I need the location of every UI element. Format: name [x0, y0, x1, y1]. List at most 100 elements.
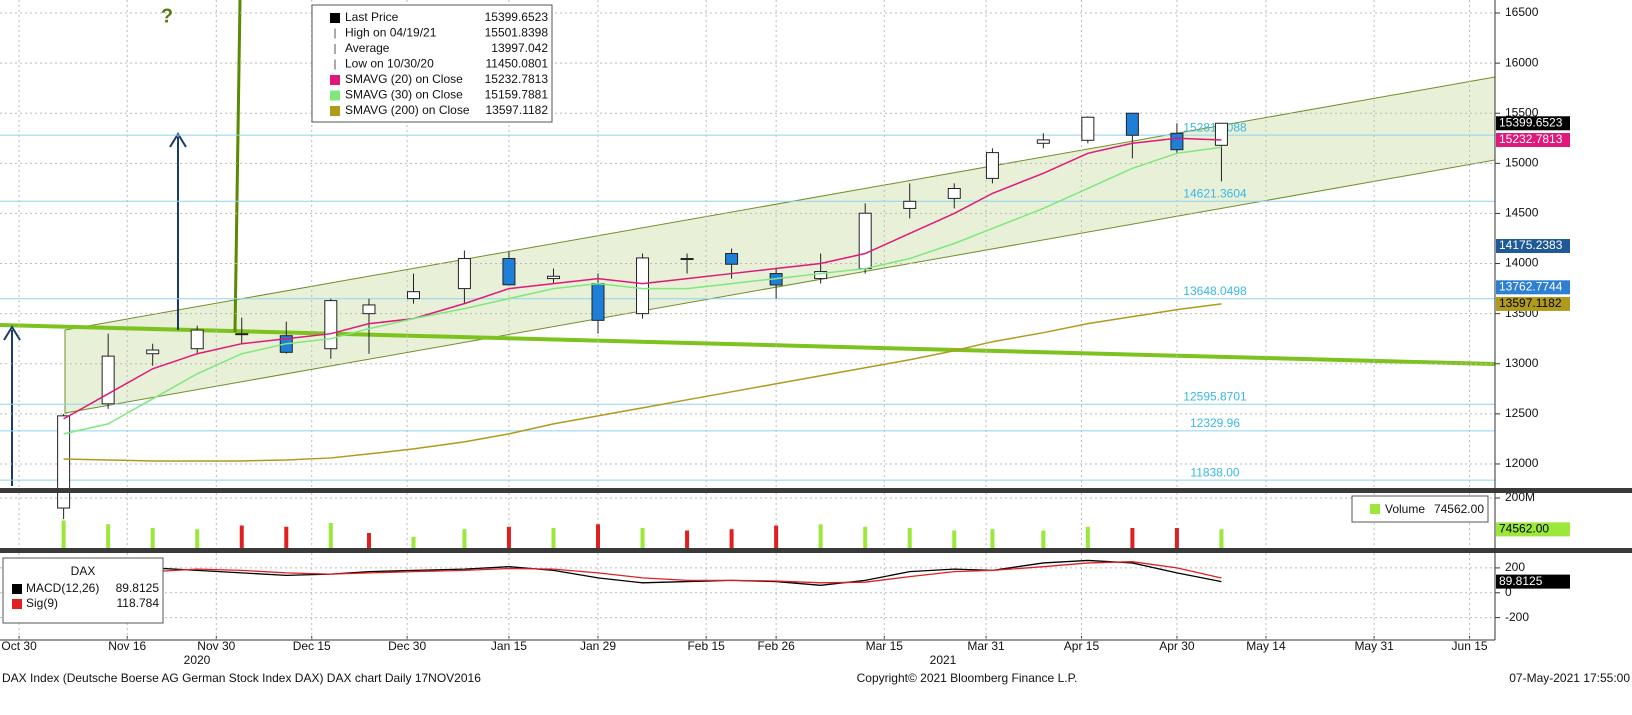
- legend-swatch: [330, 75, 340, 85]
- candle-body: [362, 304, 376, 315]
- y-tick-label: 16500: [1505, 5, 1539, 19]
- candle-body: [1081, 116, 1095, 141]
- volume-bar: [1041, 530, 1046, 548]
- x-tick-label: Nov 30: [197, 639, 235, 653]
- level-label: 12329.96: [1190, 416, 1240, 430]
- candle-body: [1214, 122, 1228, 146]
- panel-separator: [0, 548, 1632, 553]
- volume-bar: [596, 524, 600, 548]
- macd-line: [63, 561, 1222, 591]
- volume-bar: [1219, 529, 1224, 548]
- x-tick-label: Jan 15: [491, 639, 527, 653]
- plot-layer: Oct 30 Nov 16 Nov 30 Dec 15 Dec 30 Jan 15 Jan …: [0, 0, 1570, 653]
- candle-body: [985, 152, 999, 179]
- footer-left: DAX Index (Deutsche Boerse AG German Sto…: [2, 671, 481, 685]
- vertical-trend-line: [233, 0, 242, 333]
- legend-label: Sig(9): [26, 596, 58, 610]
- candle-body: [1170, 132, 1184, 151]
- legend-label: SMAVG (200) on Close: [345, 103, 470, 117]
- y-tick-label: 15000: [1505, 156, 1539, 170]
- y-tick-label: 200: [1505, 560, 1525, 574]
- candle-body: [903, 200, 917, 209]
- level-label: 12595.8701: [1183, 389, 1247, 403]
- sma-line: [63, 303, 1222, 462]
- price-tag: [1496, 238, 1570, 253]
- candle-body: [235, 333, 249, 336]
- x-tick-label: Nov 16: [108, 639, 146, 653]
- y-tick-label: 200M: [1505, 490, 1535, 504]
- level-label: 13648.0498: [1183, 284, 1247, 298]
- candle-body: [725, 253, 739, 265]
- volume-bar: [818, 524, 823, 548]
- legend-value: 15232.7813: [485, 72, 549, 86]
- price-tag-label: 13762.7744: [1499, 279, 1563, 293]
- x-tick-label: Dec 30: [388, 639, 426, 653]
- volume-bar: [506, 526, 511, 548]
- volume-bar: [729, 529, 734, 548]
- candle-body: [546, 275, 560, 280]
- volume-bar: [551, 528, 556, 548]
- volume-bar: [907, 528, 912, 548]
- y-tick-label: 14000: [1505, 256, 1539, 270]
- x-tick-label: May 31: [1354, 639, 1394, 653]
- legend-swatch: [330, 90, 340, 101]
- footer-right: 07-May-2021 17:55:00: [1509, 671, 1630, 685]
- volume-bar: [150, 528, 155, 548]
- candle-body: [57, 415, 71, 509]
- candle-body: [636, 257, 650, 315]
- macd-line: [63, 559, 1222, 588]
- price-tag: [1496, 133, 1570, 148]
- legend-value: 15159.7881: [485, 88, 549, 102]
- year-label: 2020: [184, 653, 211, 667]
- volume-bar: [366, 533, 371, 548]
- level-label: 14621.3604: [1183, 186, 1247, 200]
- legend-swatch: [1370, 504, 1380, 514]
- volume-bar: [195, 529, 200, 548]
- x-tick-label: May 14: [1246, 639, 1286, 653]
- x-tick-label: Feb 15: [687, 639, 725, 653]
- price-tag-label: 13597.1182: [1499, 296, 1562, 310]
- price-tag-label: 15399.6523: [1499, 115, 1563, 129]
- arrow-head: [169, 132, 187, 148]
- volume-bar: [1174, 528, 1179, 548]
- legend-value: 74562.00: [1434, 502, 1484, 516]
- candle-body: [1036, 139, 1050, 144]
- candle-body: [680, 258, 694, 261]
- volume-bar: [284, 526, 289, 548]
- panel-separator: [0, 488, 1632, 493]
- legend-swatch: [330, 106, 340, 116]
- y-tick-label: 13000: [1505, 356, 1539, 370]
- volume-bar: [239, 525, 244, 548]
- legend-label: Average: [345, 41, 390, 55]
- candle-body: [407, 291, 421, 300]
- legend-label: Last Price: [345, 10, 399, 24]
- legend-label: SMAVG (30) on Close: [345, 88, 463, 102]
- volume-bar: [1130, 528, 1135, 548]
- candle-body: [324, 300, 338, 350]
- x-tick-label: Oct 30: [1, 639, 37, 653]
- price-tag: [1496, 296, 1570, 311]
- legend-value: 118.784: [117, 596, 160, 610]
- legend-label: High on 04/19/21: [345, 26, 437, 40]
- legend-value: 89.8125: [116, 581, 160, 595]
- legend-swatch: [12, 599, 22, 609]
- candle-body: [814, 271, 828, 280]
- volume-bar: [774, 525, 779, 548]
- volume-bar: [411, 536, 416, 548]
- price-tag: [1496, 280, 1570, 295]
- price-tag: [1496, 574, 1570, 589]
- legend-swatch: [330, 13, 340, 23]
- price-tag-label: 15232.7813: [1499, 132, 1563, 146]
- price-tag-label: 14175.2383: [1499, 238, 1563, 252]
- legend-value: 15501.8398: [485, 26, 549, 40]
- year-label: 2021: [930, 653, 957, 667]
- volume-bar: [1085, 526, 1090, 548]
- y-tick-label: 15500: [1505, 105, 1539, 119]
- volume-bar: [685, 530, 690, 548]
- y-tick-label: 16000: [1505, 55, 1539, 69]
- legend-value: 11450.0801: [485, 57, 548, 71]
- y-tick-label: 0: [1505, 585, 1512, 599]
- candle-body: [858, 212, 872, 270]
- y-tick-label: -200: [1505, 610, 1529, 624]
